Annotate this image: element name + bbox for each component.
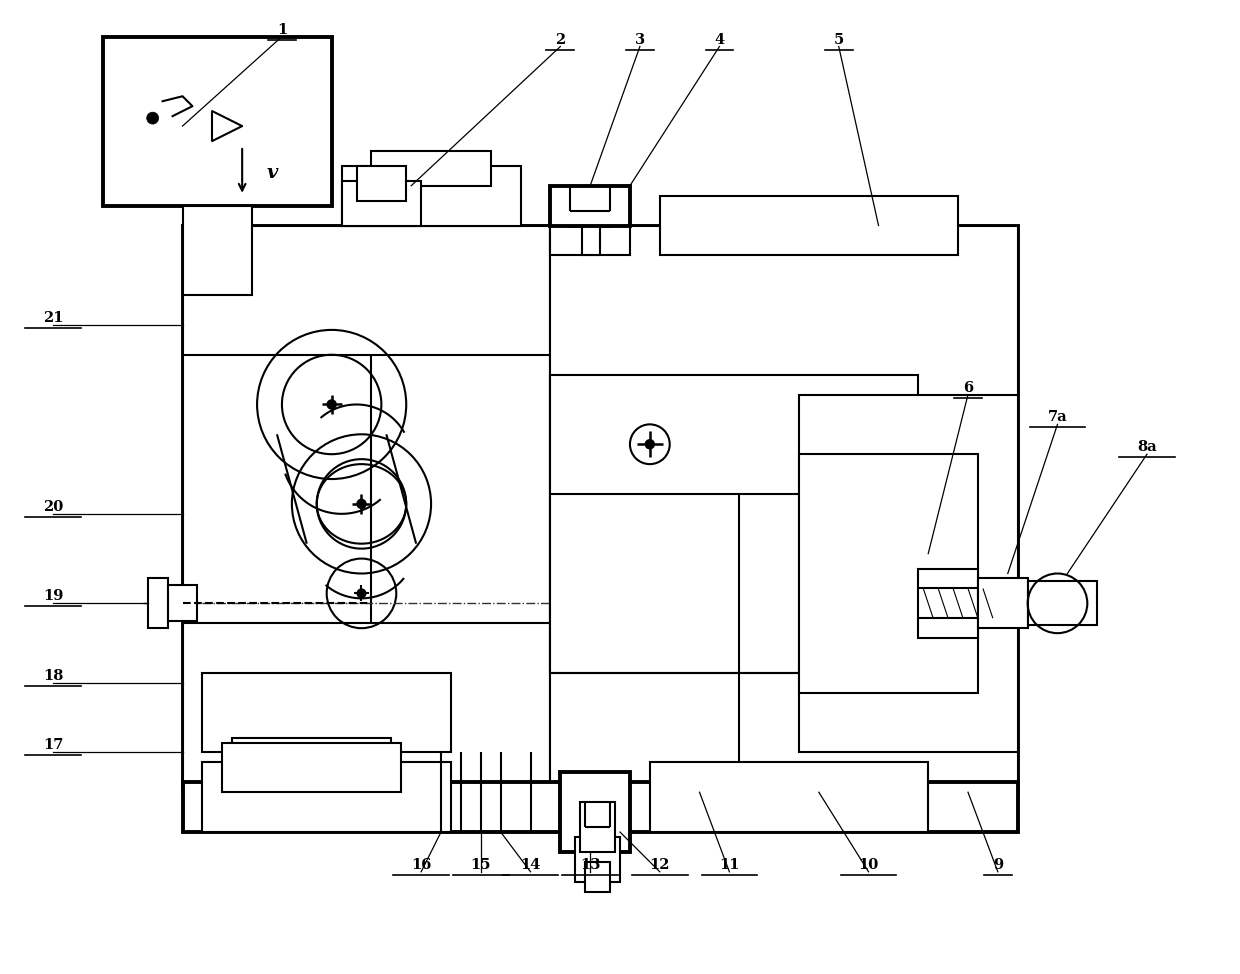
Text: 8a: 8a <box>1137 440 1157 454</box>
Bar <box>182 226 1018 792</box>
Circle shape <box>327 400 336 408</box>
Bar <box>357 166 407 201</box>
Bar <box>182 782 1018 832</box>
Circle shape <box>357 500 366 507</box>
Bar <box>660 196 959 255</box>
Bar <box>232 737 392 782</box>
Bar <box>551 375 919 673</box>
Bar <box>372 151 491 186</box>
Bar <box>252 226 988 265</box>
Bar <box>551 196 630 255</box>
Bar <box>182 226 551 792</box>
Text: 1: 1 <box>277 22 288 37</box>
Bar <box>202 673 451 753</box>
Bar <box>182 226 1018 295</box>
Text: 15: 15 <box>470 858 491 872</box>
Circle shape <box>357 589 366 597</box>
Text: 17: 17 <box>43 738 63 753</box>
Text: 19: 19 <box>43 589 63 603</box>
Bar <box>650 763 929 832</box>
Bar <box>551 186 630 226</box>
Bar <box>585 862 610 891</box>
Text: 21: 21 <box>43 311 63 325</box>
Bar <box>580 803 615 852</box>
Bar <box>575 837 620 881</box>
Text: 7a: 7a <box>1048 410 1068 425</box>
Bar <box>341 166 521 226</box>
Bar <box>222 742 402 792</box>
Bar <box>570 196 610 226</box>
Text: 16: 16 <box>410 858 432 872</box>
Bar <box>919 569 978 638</box>
Text: 5: 5 <box>833 32 844 47</box>
Text: 11: 11 <box>719 858 739 872</box>
Text: 6: 6 <box>963 381 973 394</box>
Bar <box>202 763 451 832</box>
Bar <box>799 454 978 693</box>
Text: 14: 14 <box>521 858 541 872</box>
Text: v: v <box>267 164 279 182</box>
Text: 13: 13 <box>580 858 600 872</box>
Bar <box>182 206 252 295</box>
Bar <box>551 226 1018 792</box>
Bar <box>978 579 1028 628</box>
Bar <box>583 215 600 255</box>
Bar <box>1028 581 1097 625</box>
Text: 20: 20 <box>43 500 63 514</box>
Bar <box>799 394 1018 753</box>
Circle shape <box>646 440 653 448</box>
Text: 18: 18 <box>43 669 63 683</box>
Bar <box>162 585 197 621</box>
Text: 3: 3 <box>635 32 645 47</box>
Text: 9: 9 <box>993 858 1003 872</box>
Text: 4: 4 <box>714 32 724 47</box>
Text: 2: 2 <box>556 32 565 47</box>
Text: 12: 12 <box>650 858 670 872</box>
Bar <box>560 772 630 852</box>
Bar <box>103 37 331 206</box>
Circle shape <box>146 112 159 124</box>
Bar <box>341 181 422 226</box>
Bar <box>148 579 167 628</box>
Text: 10: 10 <box>858 858 879 872</box>
